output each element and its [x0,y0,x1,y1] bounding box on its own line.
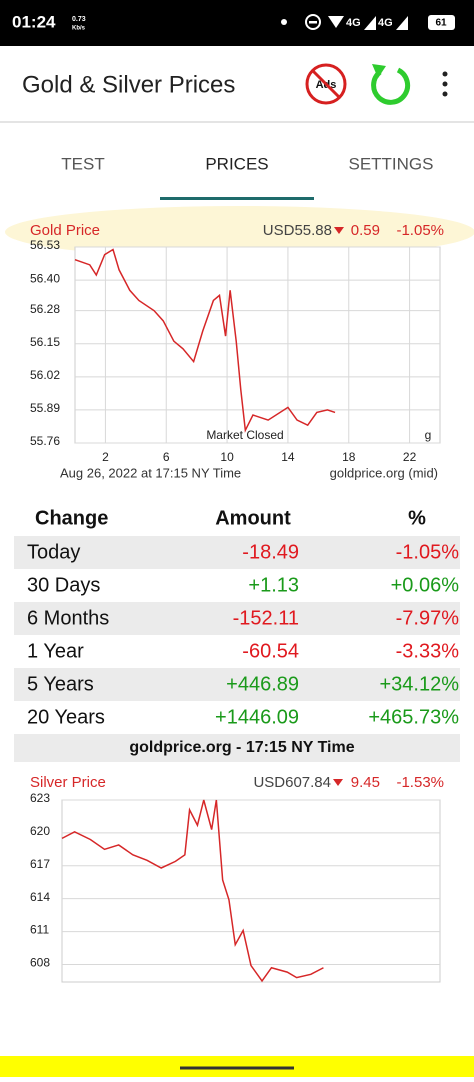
y-tick-label: 608 [30,956,50,970]
x-tick-label: 10 [220,450,234,464]
battery-level: 61 [435,18,447,29]
table-header: Change [35,507,108,529]
y-tick-label: 56.53 [30,238,60,252]
status-bar [0,0,474,46]
table-footer-bg [14,734,460,762]
x-tick-label: 6 [163,450,170,464]
menu-dot[interactable] [442,71,448,77]
row-label: 1 Year [27,640,84,662]
percent: -3.33% [396,640,460,662]
amount: +1.13 [248,574,299,596]
annotation: Market Closed [206,428,283,442]
row-background [14,536,460,569]
y-tick-label: 55.89 [30,401,60,415]
chart-title: Silver Price [30,774,106,791]
tab[interactable]: SETTINGS [348,154,433,173]
app-bar [0,46,474,122]
amount: +446.89 [226,673,299,695]
change: 0.59 [351,222,380,239]
y-tick-label: 56.15 [30,335,60,349]
price: USD55.88 [263,222,332,239]
change-percent: -1.05% [396,222,444,239]
battery-icon [428,15,455,30]
chart-footer: Aug 26, 2022 at 17:15 NY Time [60,465,241,480]
percent: +34.12% [379,673,459,695]
amount: -152.11 [233,607,299,629]
percent: -1.05% [396,541,460,563]
change-percent: -1.53% [396,774,444,791]
table-header: % [408,507,426,529]
row-background [14,602,460,635]
percent: +0.06% [391,574,460,596]
x-tick-label: 22 [403,450,417,464]
net-speed-unit: Kb/s [72,26,86,32]
row-background [14,668,460,701]
amount: +1446.09 [215,706,299,728]
price: USD607.84 [253,774,331,791]
wifi-icon [328,16,344,28]
percent: +465.73% [368,706,459,728]
change: 9.45 [351,774,380,791]
y-tick-label: 617 [30,857,50,871]
y-tick-label: 55.76 [30,434,60,448]
plot-area [74,246,441,444]
tab-indicator [160,197,314,200]
dnd-icon [305,14,321,30]
table-footer: goldprice.org - 17:15 NY Time [129,739,354,756]
y-tick-label: 614 [30,890,50,904]
menu-dot [442,91,448,97]
x-tick-label: 14 [281,450,295,464]
y-tick-label: 56.02 [30,368,60,382]
x-tick-label: 18 [342,450,356,464]
clock: 01:24 [12,12,56,31]
row-label: 5 Years [27,673,94,695]
signal-icon [364,16,376,30]
y-tick-label: 56.40 [30,271,60,285]
table-header: Amount [215,507,291,529]
app-title: Gold & Silver Prices [22,71,235,98]
refresh-button[interactable] [371,67,411,105]
dnd-bar [309,21,317,24]
row-label: Today [27,541,80,563]
y-tick-label: 611 [30,923,49,937]
tab[interactable]: PRICES [205,154,268,173]
percent: -7.97% [396,607,460,629]
y-tick-label: 56.28 [30,302,60,316]
price-line [61,799,324,983]
network-label: 4G [346,17,361,29]
down-arrow [334,227,344,234]
plot-area [61,799,441,983]
row-label: 30 Days [27,574,100,596]
row-label: 20 Years [27,706,105,728]
network-label: 4G [378,17,393,29]
down-arrow [333,779,343,786]
amount: -18.49 [242,541,299,563]
dot-icon [281,19,287,25]
chart-title: Gold Price [30,222,100,239]
annotation: g [425,428,432,442]
row-label: 6 Months [27,607,109,629]
x-tick-label: 2 [102,450,109,464]
refresh-arrow [372,64,386,78]
y-tick-label: 620 [30,824,50,838]
menu-dot [442,81,448,87]
chart-footer: goldprice.org (mid) [330,465,438,480]
price-line [74,248,336,433]
highlight [5,206,474,258]
amount: -60.54 [242,640,299,662]
net-speed: 0.73 [72,16,86,23]
ads-slash [311,69,341,99]
y-tick-label: 623 [30,791,50,805]
signal-icon [396,16,408,30]
tab[interactable]: TEST [61,154,104,173]
